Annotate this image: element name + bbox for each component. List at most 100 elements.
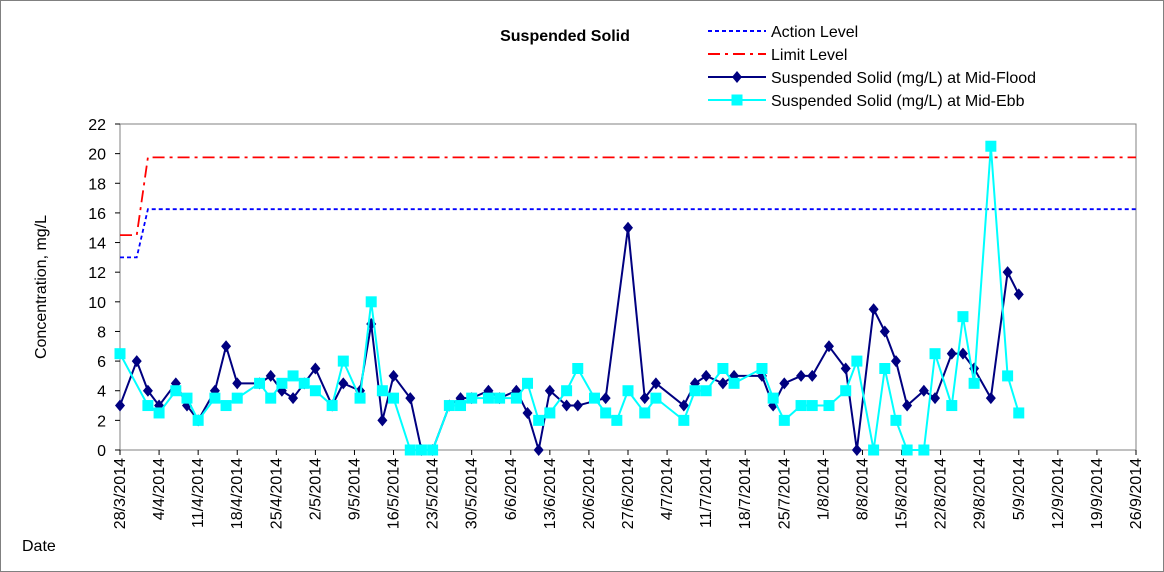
data-point [901, 444, 913, 456]
data-point [482, 392, 494, 404]
data-point [326, 400, 338, 412]
data-point [840, 362, 851, 375]
data-point [890, 414, 902, 426]
x-tick-label: 25/7/2014 [776, 458, 793, 529]
data-point [623, 221, 633, 234]
x-tick-label: 18/4/2014 [229, 458, 246, 529]
data-point [533, 414, 545, 426]
data-point [1013, 288, 1024, 301]
data-point [376, 385, 388, 397]
data-point [232, 377, 243, 390]
x-tick-label: 19/9/2014 [1089, 458, 1106, 529]
x-tick-label: 11/7/2014 [698, 458, 715, 528]
x-tick-label: 29/8/2014 [972, 458, 989, 529]
x-tick-label: 9/5/2014 [346, 458, 363, 520]
data-point [220, 400, 232, 412]
x-tick-label: 18/7/2014 [737, 458, 754, 529]
data-point [678, 399, 689, 412]
data-point [114, 348, 126, 360]
x-tick-label: 1/8/2014 [815, 458, 832, 520]
data-point [902, 399, 913, 412]
data-point [466, 392, 478, 404]
data-point [561, 399, 572, 412]
data-point [405, 392, 416, 405]
data-point [388, 369, 399, 382]
data-point [946, 400, 958, 412]
data-point [415, 444, 427, 456]
data-point [533, 444, 544, 456]
data-point [823, 340, 834, 353]
data-point [298, 377, 310, 389]
legend-label: Limit Level [771, 47, 847, 64]
data-point [192, 414, 204, 426]
data-point [985, 392, 996, 405]
data-point [650, 377, 661, 390]
data-point [544, 384, 555, 397]
data-point [153, 407, 165, 419]
x-tick-label: 25/4/2014 [268, 458, 285, 529]
data-point [231, 392, 243, 404]
data-point [427, 444, 439, 456]
data-point [377, 414, 388, 427]
data-point [879, 325, 890, 338]
data-point [388, 392, 400, 404]
y-tick-label: 20 [88, 147, 106, 164]
data-point [930, 392, 941, 405]
data-point [806, 400, 818, 412]
data-point [265, 369, 276, 382]
x-tick-label: 27/6/2014 [620, 458, 637, 529]
data-point [796, 369, 807, 382]
x-tick-label: 11/4/2014 [190, 458, 207, 528]
y-tick-label: 6 [97, 354, 106, 371]
data-point [1013, 407, 1025, 419]
data-point [287, 370, 299, 382]
data-point [767, 392, 779, 404]
y-tick-label: 4 [97, 384, 106, 401]
data-point [778, 414, 790, 426]
data-point [879, 363, 891, 374]
x-tick-label: 6/6/2014 [503, 458, 520, 520]
data-point [639, 407, 651, 419]
x-tick-label: 8/8/2014 [854, 458, 871, 520]
data-point [404, 444, 416, 456]
x-tick-label: 15/8/2014 [894, 458, 911, 529]
data-point [600, 407, 612, 419]
data-point [544, 407, 556, 419]
data-point [946, 347, 957, 360]
legend-label: Suspended Solid (mg/L) at Mid-Ebb [771, 93, 1025, 110]
data-point [689, 385, 701, 397]
data-point [823, 400, 835, 412]
data-point [795, 400, 807, 412]
x-tick-label: 4/7/2014 [659, 458, 676, 520]
data-point [181, 392, 193, 404]
data-point [142, 400, 154, 412]
data-point [209, 392, 221, 404]
data-point [807, 369, 818, 382]
data-point [254, 377, 266, 389]
legend-marker [732, 71, 742, 83]
x-tick-label: 12/9/2014 [1050, 458, 1067, 529]
data-point [443, 400, 455, 412]
data-point [522, 406, 533, 419]
data-point [572, 399, 583, 412]
x-tick-label: 13/6/2014 [542, 458, 559, 529]
data-point [455, 400, 467, 412]
series-line [120, 156, 1136, 237]
data-point [354, 392, 366, 404]
data-point [639, 392, 650, 405]
data-point [918, 444, 930, 456]
y-tick-label: 0 [97, 443, 106, 460]
data-point [365, 296, 377, 308]
data-point [678, 414, 690, 426]
data-point [717, 377, 728, 390]
y-tick-label: 16 [88, 206, 106, 223]
data-point [701, 369, 712, 382]
data-point [561, 385, 573, 397]
data-point [728, 377, 740, 389]
y-tick-label: 18 [88, 176, 106, 193]
data-point [600, 392, 611, 405]
data-point [1002, 266, 1013, 279]
y-tick-label: 22 [88, 117, 106, 134]
data-point [918, 384, 929, 397]
data-point [851, 444, 862, 456]
